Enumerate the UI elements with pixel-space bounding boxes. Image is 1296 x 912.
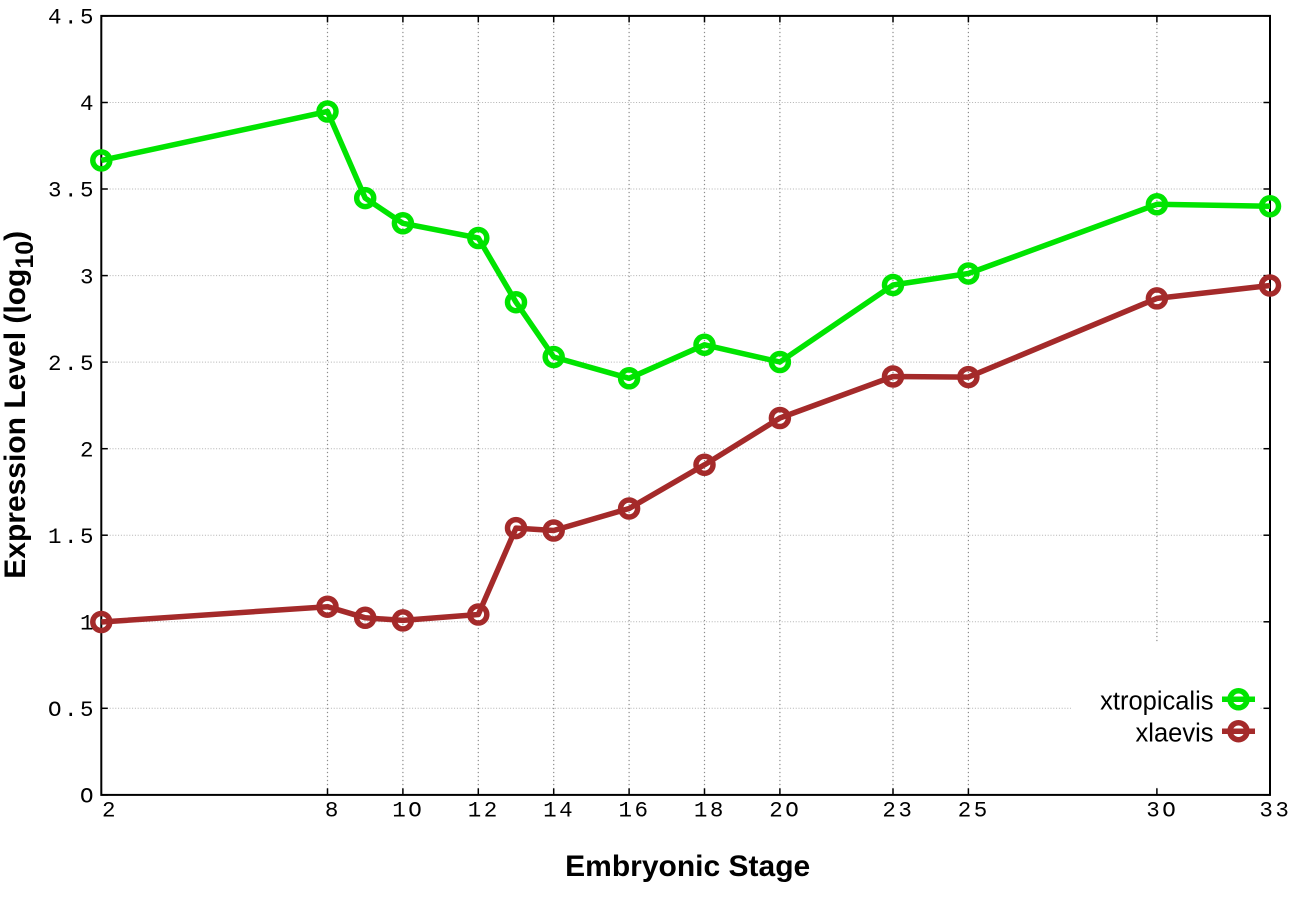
svg-text:2: 2 [80,437,96,463]
svg-text:2.5: 2.5 [48,351,96,377]
svg-text:12: 12 [468,798,500,824]
svg-text:33: 33 [1259,798,1291,824]
svg-text:xtropicalis: xtropicalis [1100,688,1213,716]
svg-text:Embryonic Stage: Embryonic Stage [565,850,810,883]
svg-text:1O: 1O [392,798,424,824]
svg-text:1: 1 [80,611,96,637]
svg-text:O.5: O.5 [48,697,96,723]
svg-text:xlaevis: xlaevis [1136,720,1214,748]
svg-text:16: 16 [618,798,650,824]
svg-text:14: 14 [543,798,575,824]
svg-text:2O: 2O [769,798,801,824]
svg-text:O: O [80,784,96,810]
svg-text:4: 4 [80,91,96,117]
svg-text:1.5: 1.5 [48,524,96,550]
svg-text:3O: 3O [1146,798,1178,824]
svg-text:8: 8 [325,798,341,824]
svg-text:25: 25 [958,798,990,824]
svg-text:3: 3 [80,264,96,290]
svg-text:4.5: 4.5 [48,5,96,31]
svg-text:23: 23 [882,798,914,824]
svg-text:18: 18 [694,798,726,824]
svg-text:3.5: 3.5 [48,178,96,204]
svg-text:2: 2 [102,798,118,824]
